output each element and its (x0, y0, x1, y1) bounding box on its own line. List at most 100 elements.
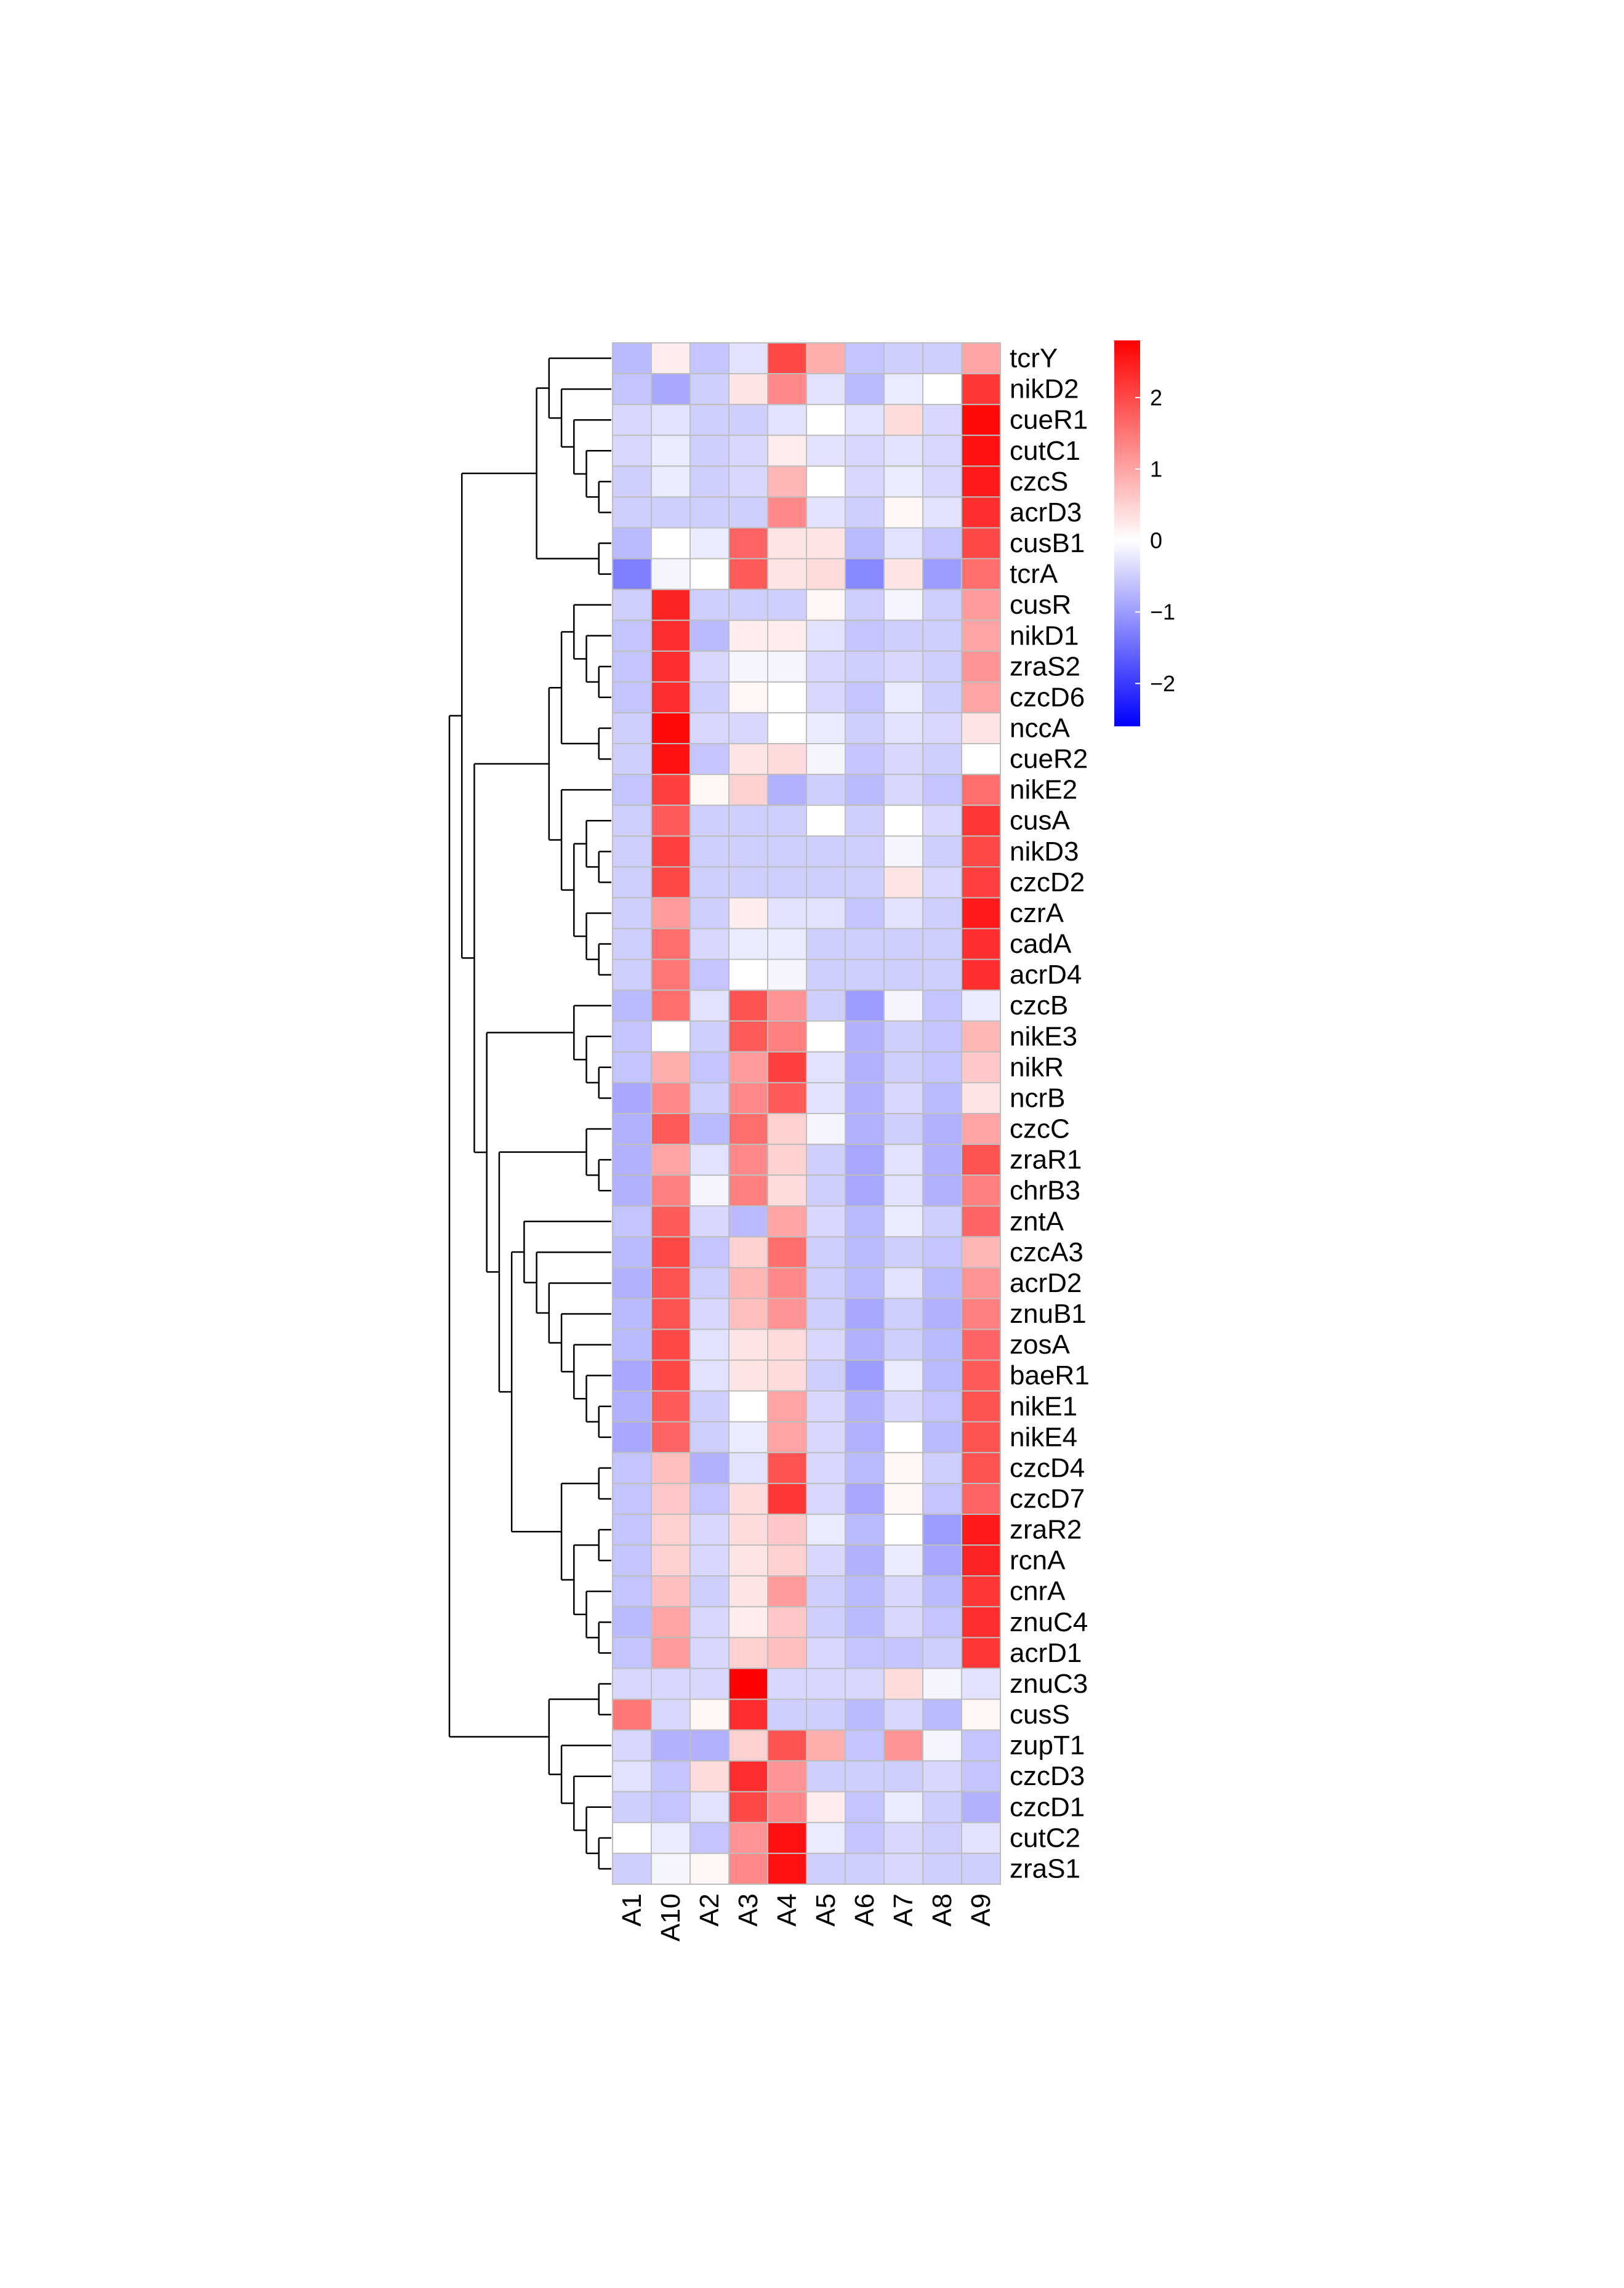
heatmap-cell (883, 774, 923, 806)
row-label: baeR1 (1010, 1360, 1090, 1391)
heatmap-cell (806, 1668, 846, 1700)
row-labels: tcrYnikD2cueR1cutC1czcSacrD3cusB1tcrAcus… (1010, 343, 1090, 1884)
heatmap-cell (922, 1698, 962, 1731)
heatmap-cell (845, 1760, 885, 1792)
heatmap-cell (651, 465, 691, 498)
row-label: nikD3 (1010, 837, 1079, 867)
heatmap-cell (806, 1082, 846, 1115)
heatmap-cell (922, 1821, 962, 1854)
heatmap-cell (845, 1359, 885, 1392)
heatmap-cell (961, 1051, 1001, 1083)
heatmap-cell (728, 1328, 768, 1361)
heatmap-cell (612, 1637, 652, 1669)
heatmap-cell (922, 1328, 962, 1361)
heatmap-cell (651, 989, 691, 1022)
heatmap-cell (806, 558, 846, 590)
heatmap-cell (728, 1760, 768, 1792)
heatmap-cell (767, 373, 807, 406)
row-label: nikD1 (1010, 620, 1079, 651)
heatmap-cell (845, 743, 885, 776)
heatmap-cell (767, 1082, 807, 1115)
heatmap-cell (767, 1575, 807, 1608)
heatmap-cell (883, 1113, 923, 1146)
heatmap-cell (806, 835, 846, 868)
heatmap-cell (651, 1390, 691, 1423)
heatmap-cell (612, 1267, 652, 1299)
row-label: zosA (1010, 1330, 1070, 1360)
heatmap-cell (806, 619, 846, 652)
row-label: zraR1 (1010, 1145, 1082, 1175)
heatmap-cell (806, 897, 846, 929)
heatmap-cell (728, 1205, 768, 1238)
row-label: nikE2 (1010, 775, 1077, 805)
heatmap-cell (845, 1729, 885, 1762)
heatmap-cell (767, 1144, 807, 1176)
heatmap-cell (728, 1451, 768, 1484)
heatmap-cell (612, 1544, 652, 1577)
column-labels: A1 A10 A2 A3 A4 A5 A6 A7 A8 A9 (617, 1893, 996, 1941)
heatmap-cell (612, 1514, 652, 1546)
row-label: czcC (1010, 1114, 1070, 1144)
heatmap-cell (612, 558, 652, 590)
colorbar-tick-label: 2 (1150, 385, 1162, 410)
heatmap-cell (806, 774, 846, 806)
heatmap-cell (728, 1606, 768, 1639)
heatmap-cell (651, 743, 691, 776)
heatmap-cell (845, 989, 885, 1022)
heatmap-cell (767, 743, 807, 776)
heatmap-cell (651, 1544, 691, 1577)
heatmap-cell (612, 465, 652, 498)
heatmap-cell (806, 805, 846, 837)
heatmap-cell (961, 373, 1001, 406)
column-label: A7 (888, 1893, 919, 1927)
heatmap-cell (612, 1451, 652, 1484)
heatmap-cell (961, 1298, 1001, 1330)
heatmap-cell (845, 1421, 885, 1453)
heatmap-cell (689, 619, 730, 652)
heatmap-cell (922, 1575, 962, 1608)
row-label: czcD2 (1010, 867, 1085, 897)
heatmap-cell (728, 1267, 768, 1299)
heatmap-cells (612, 342, 1001, 1885)
heatmap-cell (651, 712, 691, 745)
heatmap-cell (806, 1390, 846, 1423)
heatmap-cell (651, 1852, 691, 1885)
heatmap-cell (651, 342, 691, 375)
heatmap-cell (689, 897, 730, 929)
row-label: cadA (1010, 929, 1072, 959)
heatmap-cell (612, 866, 652, 899)
heatmap-cell (883, 958, 923, 991)
heatmap-cell (689, 496, 730, 529)
heatmap-cell (922, 958, 962, 991)
heatmap-cell (961, 1390, 1001, 1423)
row-label: czcD4 (1010, 1453, 1085, 1483)
heatmap-cell (845, 619, 885, 652)
heatmap-cell (651, 681, 691, 713)
heatmap-cell (767, 1482, 807, 1515)
heatmap-cell (883, 404, 923, 436)
heatmap-cell (845, 435, 885, 467)
column-label: A10 (656, 1893, 686, 1941)
heatmap-cell (806, 1421, 846, 1453)
heatmap-cell (767, 1020, 807, 1053)
heatmap-cell (922, 1174, 962, 1207)
heatmap-cell (728, 1637, 768, 1669)
heatmap-cell (651, 1791, 691, 1823)
row-label: nccA (1010, 713, 1070, 744)
heatmap-cell (806, 1791, 846, 1823)
row-label: nikE3 (1010, 1021, 1077, 1051)
heatmap-cell (922, 1144, 962, 1176)
heatmap-cell (845, 712, 885, 745)
heatmap-cell (806, 1020, 846, 1053)
heatmap-cell (651, 588, 691, 621)
heatmap-cell (612, 1082, 652, 1115)
heatmap-cell (651, 897, 691, 929)
heatmap-cell (806, 1575, 846, 1608)
row-label: nikD2 (1010, 374, 1079, 404)
heatmap-cell (961, 1482, 1001, 1515)
heatmap-cell (728, 404, 768, 436)
row-label: znuC4 (1010, 1607, 1088, 1637)
heatmap-cell (845, 928, 885, 960)
column-label: A2 (694, 1893, 725, 1927)
heatmap-cell (922, 558, 962, 590)
